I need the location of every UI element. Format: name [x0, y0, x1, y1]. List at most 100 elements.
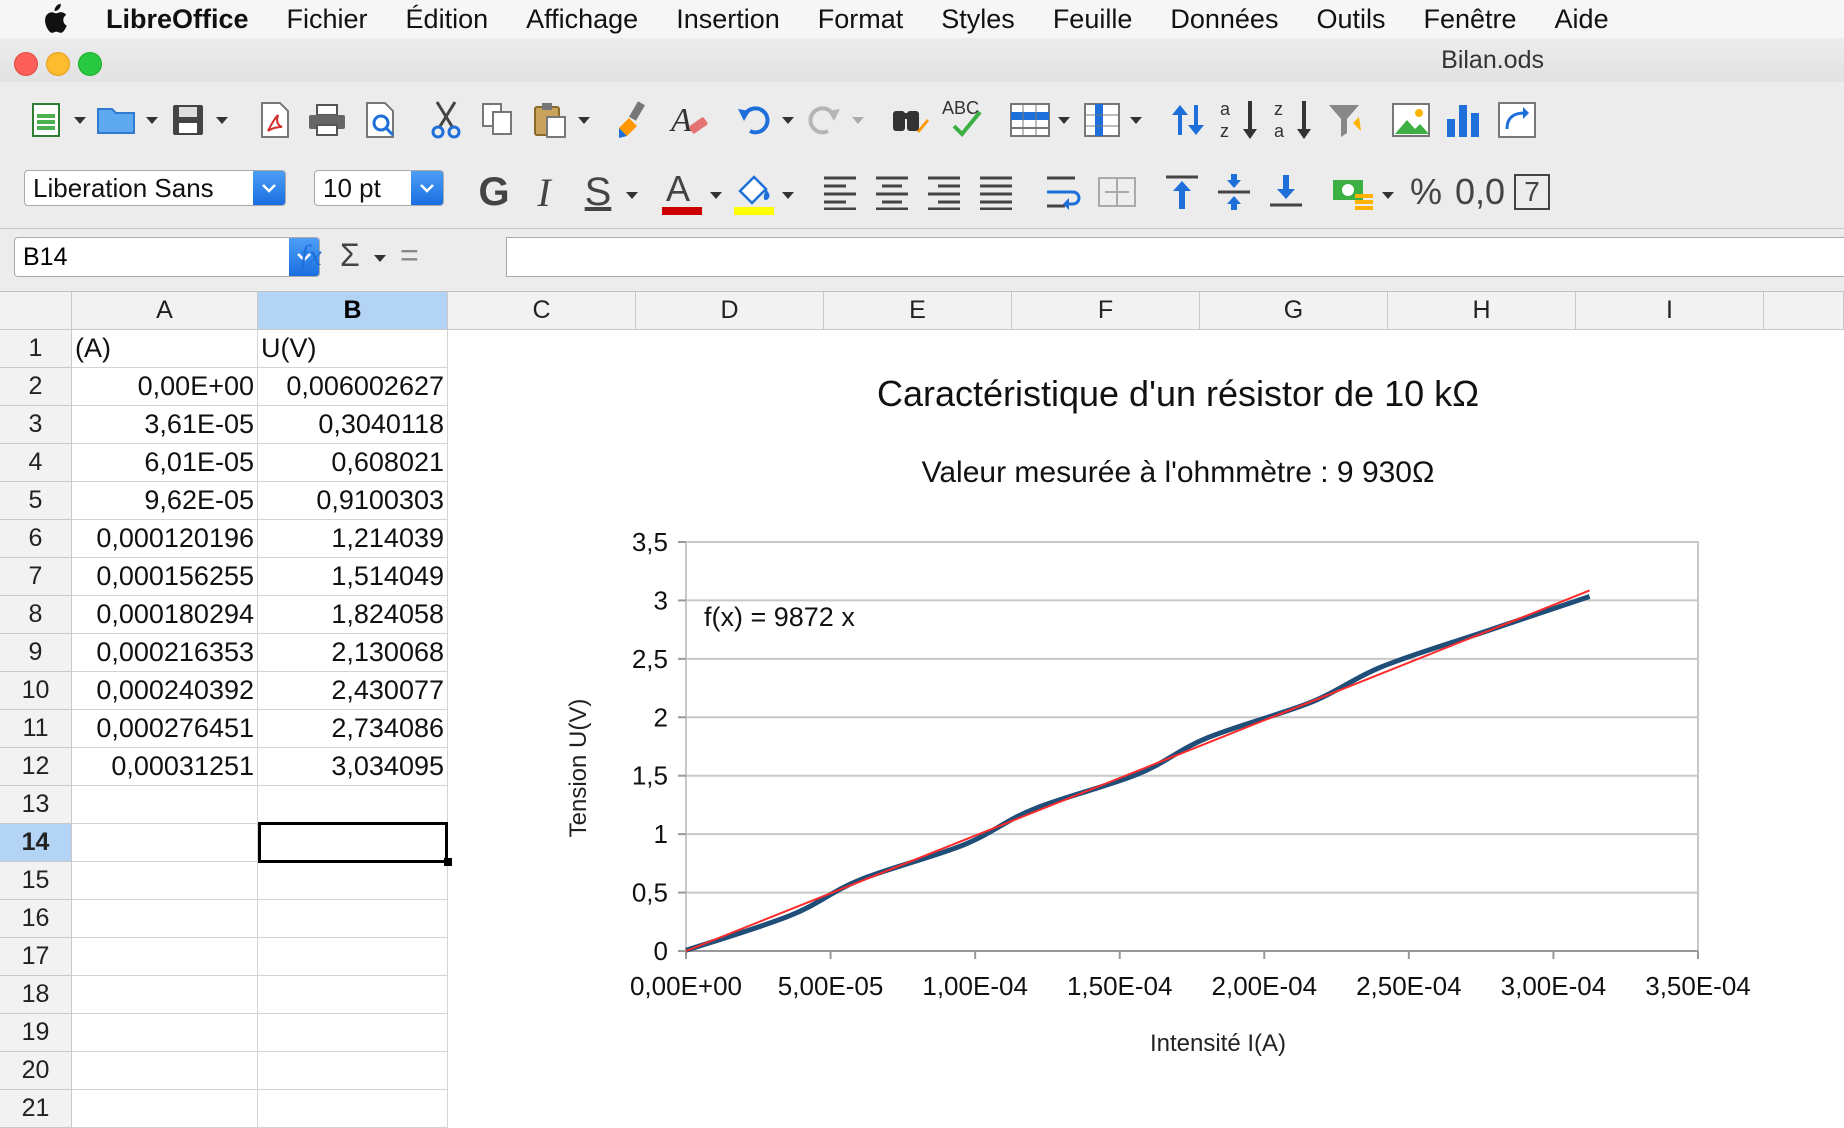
- cell-b21[interactable]: [258, 1090, 448, 1128]
- row-header-13[interactable]: 13: [0, 786, 72, 824]
- cell-b18[interactable]: [258, 976, 448, 1014]
- row-header-4[interactable]: 4: [0, 444, 72, 482]
- column-header-b[interactable]: B: [258, 292, 448, 330]
- cell-b3[interactable]: 0,3040118: [258, 406, 448, 444]
- underline-button[interactable]: S: [578, 168, 618, 216]
- column-header-f[interactable]: F: [1012, 292, 1200, 330]
- menu-donnees[interactable]: Données: [1170, 4, 1278, 35]
- menu-outils[interactable]: Outils: [1316, 4, 1385, 35]
- open-folder-icon[interactable]: [96, 100, 138, 140]
- save-icon[interactable]: [170, 100, 206, 140]
- font-color-icon[interactable]: A: [660, 166, 704, 218]
- cell-b1[interactable]: U(V): [258, 330, 448, 368]
- menu-feuille[interactable]: Feuille: [1053, 4, 1133, 35]
- row-header-18[interactable]: 18: [0, 976, 72, 1014]
- cell-b6[interactable]: 1,214039: [258, 520, 448, 558]
- redo-dropdown-icon[interactable]: [852, 117, 864, 124]
- cell-a18[interactable]: [72, 976, 258, 1014]
- menu-app-name[interactable]: LibreOffice: [106, 4, 249, 35]
- cell-b12[interactable]: 3,034095: [258, 748, 448, 786]
- menu-edition[interactable]: Édition: [406, 4, 489, 35]
- row-header-12[interactable]: 12: [0, 748, 72, 786]
- cell-a11[interactable]: 0,000276451: [72, 710, 258, 748]
- select-all-corner[interactable]: [0, 292, 72, 330]
- row-header-2[interactable]: 2: [0, 368, 72, 406]
- menu-aide[interactable]: Aide: [1555, 4, 1609, 35]
- percent-format-button[interactable]: %: [1404, 168, 1448, 216]
- column-dropdown-icon[interactable]: [1130, 117, 1142, 124]
- menu-styles[interactable]: Styles: [941, 4, 1015, 35]
- menu-fenetre[interactable]: Fenêtre: [1423, 4, 1516, 35]
- cell-b4[interactable]: 0,608021: [258, 444, 448, 482]
- background-color-icon[interactable]: [732, 166, 776, 218]
- cell-a1[interactable]: (A): [72, 330, 258, 368]
- undo-dropdown-icon[interactable]: [782, 117, 794, 124]
- currency-format-icon[interactable]: [1330, 172, 1376, 212]
- cell-a13[interactable]: [72, 786, 258, 824]
- formula-input[interactable]: [506, 237, 1844, 277]
- chevron-down-icon[interactable]: [253, 171, 285, 205]
- row-header-19[interactable]: 19: [0, 1014, 72, 1052]
- copy-icon[interactable]: [478, 100, 518, 140]
- cell-a3[interactable]: 3,61E-05: [72, 406, 258, 444]
- column-header-e[interactable]: E: [824, 292, 1012, 330]
- paste-icon[interactable]: [530, 100, 570, 140]
- number-format-button[interactable]: 0,0: [1456, 168, 1504, 216]
- row-header-9[interactable]: 9: [0, 634, 72, 672]
- font-size-combo[interactable]: 10 pt: [314, 170, 444, 206]
- row-dropdown-icon[interactable]: [1058, 117, 1070, 124]
- cell-b7[interactable]: 1,514049: [258, 558, 448, 596]
- spellcheck-icon[interactable]: ABC: [940, 94, 988, 142]
- cell-b19[interactable]: [258, 1014, 448, 1052]
- row-header-3[interactable]: 3: [0, 406, 72, 444]
- column-header-i[interactable]: I: [1576, 292, 1764, 330]
- new-spreadsheet-icon[interactable]: [26, 100, 66, 140]
- menu-format[interactable]: Format: [818, 4, 904, 35]
- cell-a20[interactable]: [72, 1052, 258, 1090]
- cell-a17[interactable]: [72, 938, 258, 976]
- cell-a7[interactable]: 0,000156255: [72, 558, 258, 596]
- chart-object[interactable]: Caractéristique d'un résistor de 10 kΩ V…: [512, 330, 1844, 1104]
- column-header-h[interactable]: H: [1388, 292, 1576, 330]
- row-header-7[interactable]: 7: [0, 558, 72, 596]
- cell-a12[interactable]: 0,00031251: [72, 748, 258, 786]
- row-header-16[interactable]: 16: [0, 900, 72, 938]
- formula-button[interactable]: =: [400, 237, 419, 274]
- new-dropdown-icon[interactable]: [74, 117, 86, 124]
- column-header-g[interactable]: G: [1200, 292, 1388, 330]
- cell-a14[interactable]: [72, 824, 258, 862]
- row-header-17[interactable]: 17: [0, 938, 72, 976]
- cell-b16[interactable]: [258, 900, 448, 938]
- cell-b9[interactable]: 2,130068: [258, 634, 448, 672]
- clear-formatting-icon[interactable]: A: [668, 100, 712, 140]
- underline-dropdown-icon[interactable]: [626, 192, 638, 199]
- row-header-5[interactable]: 5: [0, 482, 72, 520]
- chevron-down-icon[interactable]: [411, 171, 443, 205]
- wrap-text-icon[interactable]: [1044, 172, 1086, 212]
- row-header-11[interactable]: 11: [0, 710, 72, 748]
- column-icon[interactable]: [1082, 100, 1122, 140]
- cell-cursor[interactable]: [258, 822, 448, 863]
- row-header-8[interactable]: 8: [0, 596, 72, 634]
- menu-insertion[interactable]: Insertion: [676, 4, 780, 35]
- currency-dropdown-icon[interactable]: [1382, 192, 1394, 199]
- cell-a5[interactable]: 9,62E-05: [72, 482, 258, 520]
- apple-icon[interactable]: [36, 1, 72, 37]
- column-header-c[interactable]: C: [448, 292, 636, 330]
- redo-icon[interactable]: [804, 100, 844, 140]
- merge-cells-icon[interactable]: [1096, 172, 1138, 212]
- cell-b17[interactable]: [258, 938, 448, 976]
- cell-b13[interactable]: [258, 786, 448, 824]
- fill-handle[interactable]: [444, 858, 452, 866]
- cell-a6[interactable]: 0,000120196: [72, 520, 258, 558]
- row-header-10[interactable]: 10: [0, 672, 72, 710]
- cell-a10[interactable]: 0,000240392: [72, 672, 258, 710]
- align-right-icon[interactable]: [924, 172, 964, 212]
- pivot-table-icon[interactable]: [1496, 100, 1538, 140]
- cell-b8[interactable]: 1,824058: [258, 596, 448, 634]
- column-header-d[interactable]: D: [636, 292, 824, 330]
- cell-a15[interactable]: [72, 862, 258, 900]
- row-header-6[interactable]: 6: [0, 520, 72, 558]
